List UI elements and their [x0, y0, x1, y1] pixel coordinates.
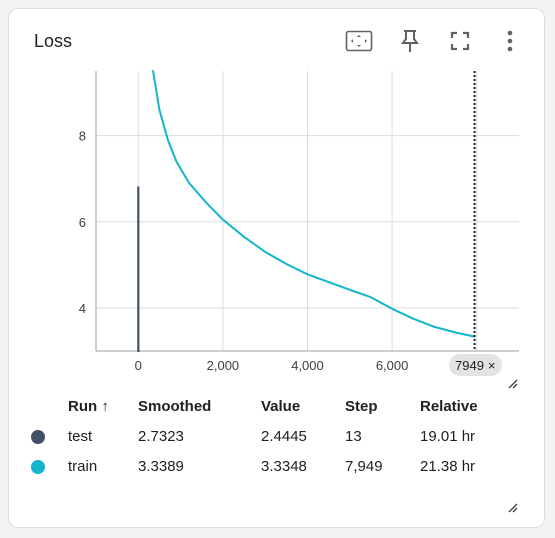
run-color-dot	[31, 429, 45, 444]
pin-icon[interactable]	[396, 27, 424, 55]
y-tick-label: 6	[79, 215, 86, 230]
step-cursor-badge[interactable]: 7949 ×	[449, 354, 502, 376]
fit-to-data-icon[interactable]	[345, 27, 373, 55]
smoothed-value: 2.7323	[138, 427, 184, 445]
y-tick-label: 8	[79, 129, 86, 144]
column-header-value[interactable]: Value	[261, 397, 301, 415]
series-line-test	[137, 186, 140, 353]
chart-axes: 0 2,000 4,000 6,000 4 6 8	[79, 71, 519, 373]
resize-icon	[508, 503, 518, 513]
relative-time: 19.01 hr	[420, 427, 476, 445]
column-header-step[interactable]: Step	[345, 397, 378, 415]
run-name: test	[68, 427, 93, 445]
chart-resize-handle[interactable]	[507, 377, 519, 389]
relative-time: 21.38 hr	[420, 457, 476, 475]
raw-value: 2.4445	[261, 427, 307, 445]
table-row: train 3.3389 3.3348 7,949 21.38 hr	[31, 451, 510, 481]
x-tick-label: 0	[135, 358, 142, 373]
step-value: 13	[345, 427, 362, 445]
table-header-row: Run ↑ Smoothed Value Step Relative	[31, 391, 510, 421]
loss-chart[interactable]: 0 2,000 4,000 6,000 4 6 8	[9, 9, 546, 389]
smoothed-value: 3.3389	[138, 457, 184, 475]
step-cursor-label: 7949	[455, 357, 484, 373]
y-tick-label: 4	[79, 301, 86, 316]
table-row: test 2.7323 2.4445 13 19.01 hr	[31, 421, 510, 451]
chart-series	[137, 70, 476, 353]
run-name: train	[68, 457, 98, 475]
column-header-run[interactable]: Run ↑	[68, 397, 109, 415]
card-resize-handle[interactable]	[507, 501, 519, 513]
raw-value: 3.3348	[261, 457, 307, 475]
run-color-dot	[31, 459, 45, 474]
more-vert-icon[interactable]	[496, 27, 524, 55]
step-value: 7,949	[345, 457, 383, 475]
column-header-smoothed[interactable]: Smoothed	[138, 397, 212, 415]
series-line-train	[152, 70, 476, 338]
resize-icon	[508, 379, 518, 389]
runs-table: Run ↑ Smoothed Value Step Relative test …	[31, 391, 510, 481]
x-tick-label: 4,000	[291, 358, 324, 373]
table-header-color	[31, 391, 68, 421]
column-header-relative[interactable]: Relative	[420, 397, 478, 415]
x-tick-label: 2,000	[207, 358, 240, 373]
loss-card: Loss 0 2,000 4,000 6,000 4 6 8 7949 ×	[8, 8, 545, 528]
close-icon[interactable]: ×	[487, 357, 496, 373]
card-title: Loss	[34, 31, 73, 51]
x-tick-label: 6,000	[376, 358, 409, 373]
fullscreen-icon[interactable]	[446, 27, 474, 55]
